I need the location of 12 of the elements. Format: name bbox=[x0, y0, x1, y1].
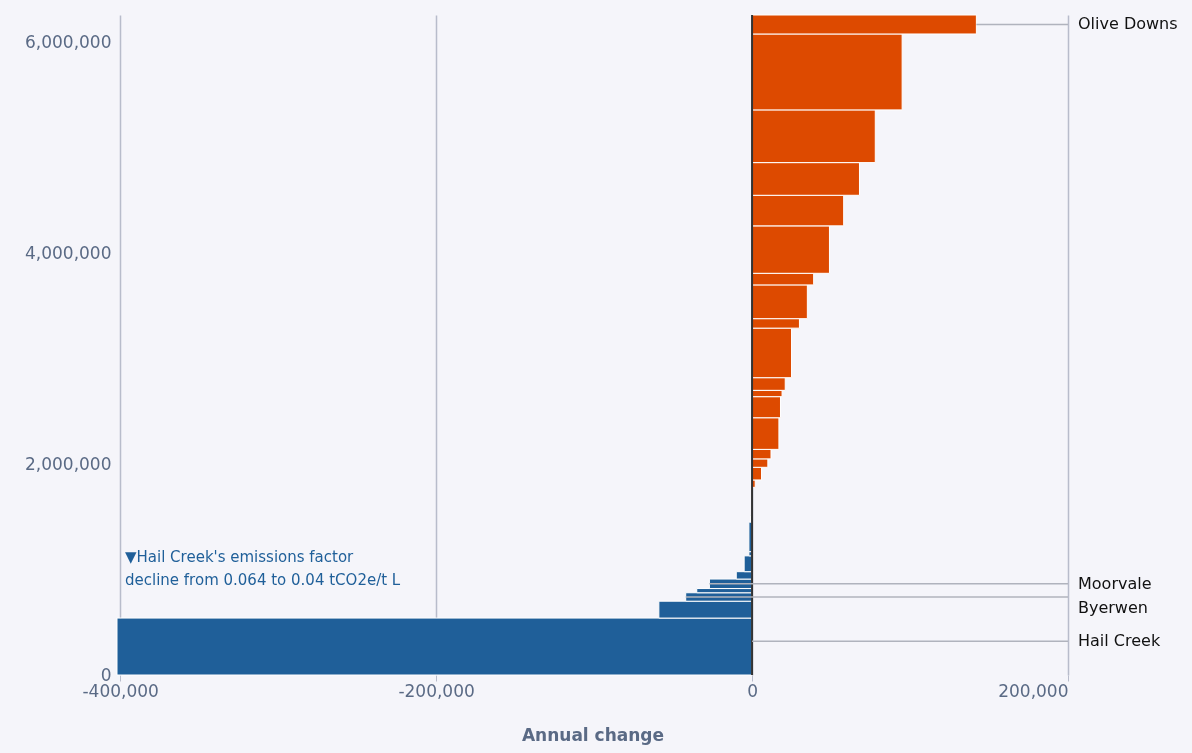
annotation: ▼Hail Creek's emissions factor decline from 0.064 to 0.04 tCO2e/t L bbox=[125, 548, 401, 589]
y-tick-label: 4,000,000 bbox=[24, 242, 112, 263]
y-tick-label: 2,000,000 bbox=[24, 453, 112, 474]
annotation: Byerwen bbox=[1078, 597, 1148, 617]
annotation: Moorvale bbox=[1078, 573, 1152, 593]
x-tick-label: -200,000 bbox=[398, 680, 475, 701]
x-tick-label: 200,000 bbox=[998, 680, 1069, 701]
annotation: Olive Downs bbox=[1078, 14, 1178, 34]
annotation: Hail Creek bbox=[1078, 631, 1161, 651]
x-axis-title: Annual change bbox=[521, 724, 665, 745]
y-tick-label: 6,000,000 bbox=[24, 31, 112, 52]
x-tick-label: 0 bbox=[747, 680, 758, 701]
